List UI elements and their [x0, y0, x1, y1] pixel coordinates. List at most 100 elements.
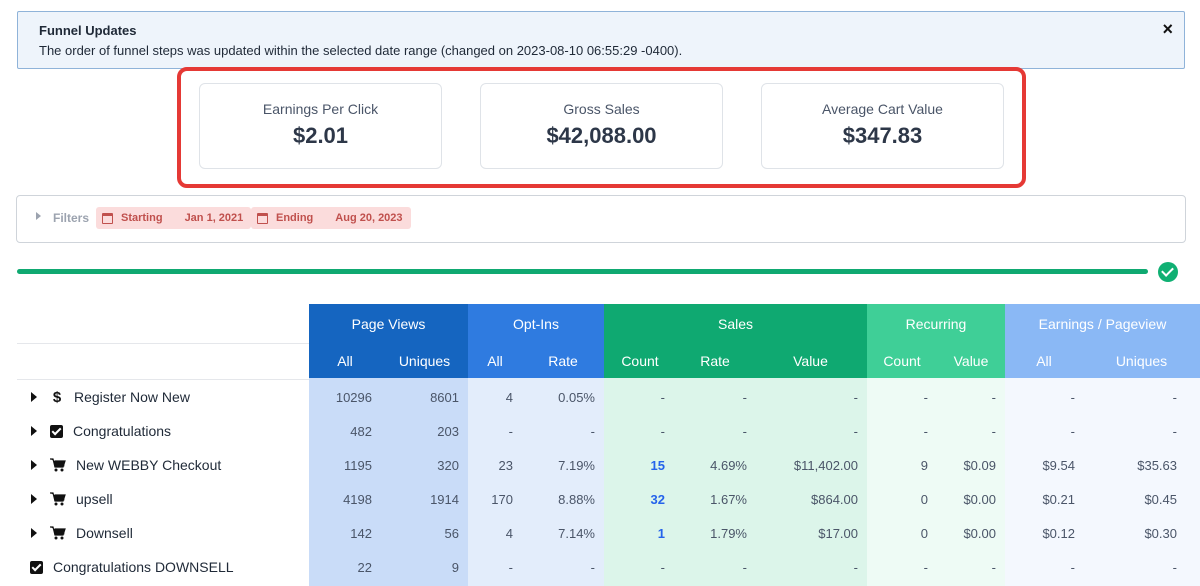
table-row-name[interactable]: $ Register Now New: [17, 380, 309, 414]
table-cell: 320: [437, 457, 459, 473]
column-header[interactable]: Value: [754, 344, 867, 378]
column-body-recurring: [867, 378, 1005, 586]
table-cell: $0.45: [1144, 491, 1177, 507]
caret-right-icon[interactable]: [31, 528, 37, 538]
table-cell[interactable]: 15: [650, 457, 665, 473]
column-header[interactable]: All: [1005, 344, 1083, 378]
starting-date-chip[interactable]: Starting Jan 1, 2021: [96, 207, 252, 229]
table-cell: 4: [505, 525, 513, 541]
stat-card-average-cart-value: Average Cart Value $347.83: [761, 83, 1004, 169]
table-cell: -: [1070, 389, 1075, 405]
column-header[interactable]: Rate: [522, 344, 604, 378]
table-cell: -: [508, 559, 513, 575]
dollar-icon: $: [52, 388, 62, 406]
table-cell: 4.69%: [710, 457, 747, 473]
column-header[interactable]: Count: [867, 344, 937, 378]
table-cell: 4198: [343, 491, 372, 507]
table-row-name[interactable]: Congratulations DOWNSELL: [17, 550, 309, 584]
alert-message: The order of funnel steps was updated wi…: [39, 43, 683, 58]
calendar-icon: [257, 212, 268, 224]
caret-right-icon[interactable]: [31, 426, 37, 436]
table-cell: 10296: [335, 389, 372, 405]
table-cell: -: [853, 389, 858, 405]
filters-bar[interactable]: Filters Starting Jan 1, 2021 Ending Aug …: [16, 195, 1186, 243]
stat-card-earnings-per-click: Earnings Per Click $2.01: [199, 83, 442, 169]
table-cell: -: [590, 559, 595, 575]
group-header-page-views: Page Views: [309, 304, 468, 344]
table-cell: $0.12: [1042, 525, 1075, 541]
table-cell[interactable]: 32: [650, 491, 665, 507]
stat-label: Average Cart Value: [822, 101, 943, 117]
caret-right-icon[interactable]: [31, 494, 37, 504]
table-cell[interactable]: 1: [657, 525, 665, 541]
table-cell: -: [660, 389, 665, 405]
divider: [17, 379, 309, 380]
table-row-name[interactable]: Congratulations: [17, 414, 309, 448]
table-cell: $0.00: [963, 525, 996, 541]
table-cell: -: [991, 423, 996, 439]
stat-label: Earnings Per Click: [262, 101, 379, 117]
table-cell: -: [742, 423, 747, 439]
table-cell: $17.00: [818, 525, 858, 541]
group-header-sales: Sales: [604, 304, 867, 344]
column-body-earnings-per-pageview: [1005, 378, 1200, 586]
column-body-opt-ins: [468, 378, 604, 586]
close-icon[interactable]: ×: [1162, 19, 1173, 39]
column-header[interactable]: All: [468, 344, 522, 378]
check-circle-icon: [1158, 262, 1178, 282]
row-label: Register Now New: [74, 389, 190, 405]
table-cell: -: [991, 559, 996, 575]
column-header[interactable]: Rate: [676, 344, 754, 378]
group-header-recurring: Recurring: [867, 304, 1005, 344]
table-cell: $0.21: [1042, 491, 1075, 507]
ending-date: Aug 20, 2023: [335, 212, 403, 224]
stat-value: $2.01: [292, 123, 349, 148]
table-cell: 0: [920, 525, 928, 541]
column-header[interactable]: Count: [604, 344, 676, 378]
table-cell: 0.05%: [558, 389, 595, 405]
group-header-opt-ins: Opt-Ins: [468, 304, 604, 344]
table-cell: -: [1070, 423, 1075, 439]
checkbox-icon: [50, 424, 63, 438]
table-cell: 482: [350, 423, 372, 439]
table-cell: 22: [357, 559, 372, 575]
ending-date-chip[interactable]: Ending Aug 20, 2023: [251, 207, 411, 229]
cart-icon: [50, 526, 66, 540]
row-label: Downsell: [76, 525, 133, 541]
table-cell: 1195: [344, 457, 372, 473]
divider: [17, 343, 309, 344]
column-header[interactable]: Value: [937, 344, 1005, 378]
cart-icon: [50, 492, 66, 506]
table-row-name[interactable]: Downsell: [17, 516, 309, 550]
table-cell: -: [853, 559, 858, 575]
table-cell: -: [660, 423, 665, 439]
column-header[interactable]: Uniques: [1083, 344, 1200, 378]
table-cell: 9: [451, 559, 459, 575]
cart-icon: [50, 458, 66, 472]
caret-right-icon[interactable]: [31, 460, 37, 470]
table-cell: 1.79%: [710, 525, 747, 541]
stat-value: $347.83: [842, 123, 923, 148]
table-cell: 8601: [430, 389, 459, 405]
table-cell: -: [590, 423, 595, 439]
table-cell: 9: [920, 457, 928, 473]
table-row-name[interactable]: New WEBBY Checkout: [17, 448, 309, 482]
caret-right-icon[interactable]: [36, 212, 41, 220]
filters-label[interactable]: Filters: [53, 211, 90, 225]
table-cell: $0.00: [963, 491, 996, 507]
funnel-updates-alert: Funnel Updates The order of funnel steps…: [17, 11, 1185, 69]
stat-value: $42,088.00: [546, 123, 657, 148]
starting-label: Starting: [121, 212, 163, 224]
table-cell: 7.14%: [558, 525, 595, 541]
table-cell: 142: [350, 525, 372, 541]
column-header[interactable]: Uniques: [381, 344, 468, 378]
table-cell: $0.09: [963, 457, 996, 473]
stat-label: Gross Sales: [563, 101, 640, 117]
row-label: New WEBBY Checkout: [76, 457, 222, 473]
group-header-earnings-per-pageview: Earnings / Pageview: [1005, 304, 1200, 344]
table-row-name[interactable]: upsell: [17, 482, 309, 516]
caret-right-icon[interactable]: [31, 392, 37, 402]
table-cell: $9.54: [1042, 457, 1075, 473]
column-header[interactable]: All: [309, 344, 381, 378]
table-cell: -: [1172, 389, 1177, 405]
